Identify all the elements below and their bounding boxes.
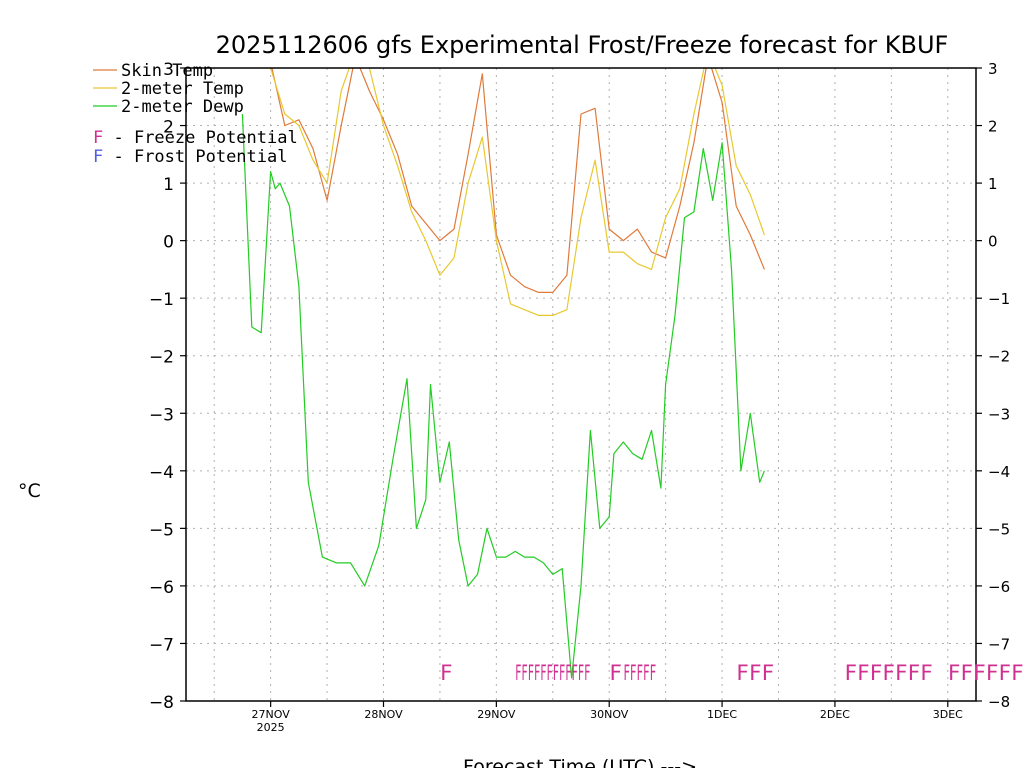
- frost-freeze-markers: FFFFFFFFFFFFFFFFFFFFFFFFFFFFFFFFFFFF: [440, 661, 1024, 685]
- x-tick-label: 30NOV: [590, 708, 629, 721]
- x-tick-label: 28NOV: [364, 708, 403, 721]
- y-tick-label-right: 3: [988, 60, 998, 78]
- y-tick-label-right: 0: [988, 233, 998, 251]
- freeze-potential-marker: F: [609, 661, 622, 685]
- legend-marker-label: - Freeze Potential: [103, 128, 297, 148]
- x-tick-label: 3DEC: [933, 708, 963, 721]
- y-tick-label-left: −3: [149, 405, 174, 425]
- freeze-potential-marker: FFFFFFF: [844, 661, 933, 685]
- y-tick-label-left: 1: [163, 175, 174, 195]
- freeze-potential-marker: FFF: [736, 661, 774, 685]
- y-tick-label-left: 0: [163, 233, 174, 253]
- y-tick-label-left: −8: [149, 693, 174, 713]
- x-tick-sublabel: 2025: [257, 721, 285, 734]
- plot-frame: [185, 67, 977, 702]
- legend-label: 2-meter Dewp: [121, 97, 244, 117]
- freeze-potential-marker: F: [440, 661, 453, 685]
- y-tick-label-left: 3: [163, 60, 174, 80]
- y-tick-label-left: −6: [149, 578, 174, 598]
- freeze-potential-marker: FFFFF: [623, 661, 656, 685]
- freeze-potential-marker: FFFFFFF: [948, 661, 1024, 685]
- y-tick-label-right: −3: [988, 405, 1010, 423]
- y-tick-label-right: 2: [988, 118, 998, 136]
- y-tick-label-right: −6: [988, 578, 1010, 596]
- y-axis-ticks: 3 3 2 2 1 1 0 0 −1 −1 −2 −2 −3 −3 −4 −4 −5 −5 −6 −6 −7 −7 −8 −8: [149, 60, 1010, 713]
- y-tick-label-right: −1: [988, 290, 1010, 308]
- series-line-2-meter-dewp: [241, 113, 765, 679]
- legend-label: Skin Temp: [121, 61, 213, 81]
- y-axis-label: °C: [18, 480, 41, 502]
- y-tick-label-left: 2: [163, 118, 174, 138]
- x-tick-label: 27NOV: [252, 708, 291, 721]
- y-tick-label-right: −7: [988, 635, 1010, 653]
- legend-marker-symbol: F: [93, 147, 103, 167]
- x-tick-label: 2DEC: [820, 708, 850, 721]
- freeze-potential-marker: FFFFFFFFFFFF: [515, 661, 590, 685]
- x-axis-label: Forecast Time (UTC) --->: [463, 756, 697, 768]
- y-tick-label-left: −4: [149, 463, 174, 483]
- chart-title: 2025112606 gfs Experimental Frost/Freeze…: [216, 31, 949, 59]
- y-tick-label-right: −5: [988, 520, 1010, 538]
- x-tick-label: 29NOV: [477, 708, 516, 721]
- x-tick-label: 1DEC: [707, 708, 737, 721]
- data-series: [241, 68, 765, 679]
- legend-marker-label: - Frost Potential: [103, 147, 287, 167]
- legend-marker-entry: F - Frost Potential: [93, 147, 287, 167]
- legend-marker-symbol: F: [93, 128, 103, 148]
- y-tick-label-right: −8: [988, 693, 1010, 711]
- y-tick-label-right: −2: [988, 348, 1010, 366]
- y-tick-label-left: −7: [149, 635, 174, 655]
- legend-label: 2-meter Temp: [121, 79, 244, 99]
- y-tick-label-left: −1: [149, 290, 174, 310]
- y-tick-label-left: −5: [149, 520, 174, 540]
- y-tick-label-right: 1: [988, 175, 998, 193]
- series-line-2-meter-temp: [269, 68, 765, 316]
- grid-lines: [186, 68, 976, 701]
- series-line-skin-temp: [255, 68, 765, 293]
- y-tick-label-left: −2: [149, 348, 174, 368]
- legend-marker-entry: F - Freeze Potential: [93, 128, 298, 148]
- y-tick-label-right: −4: [988, 463, 1010, 481]
